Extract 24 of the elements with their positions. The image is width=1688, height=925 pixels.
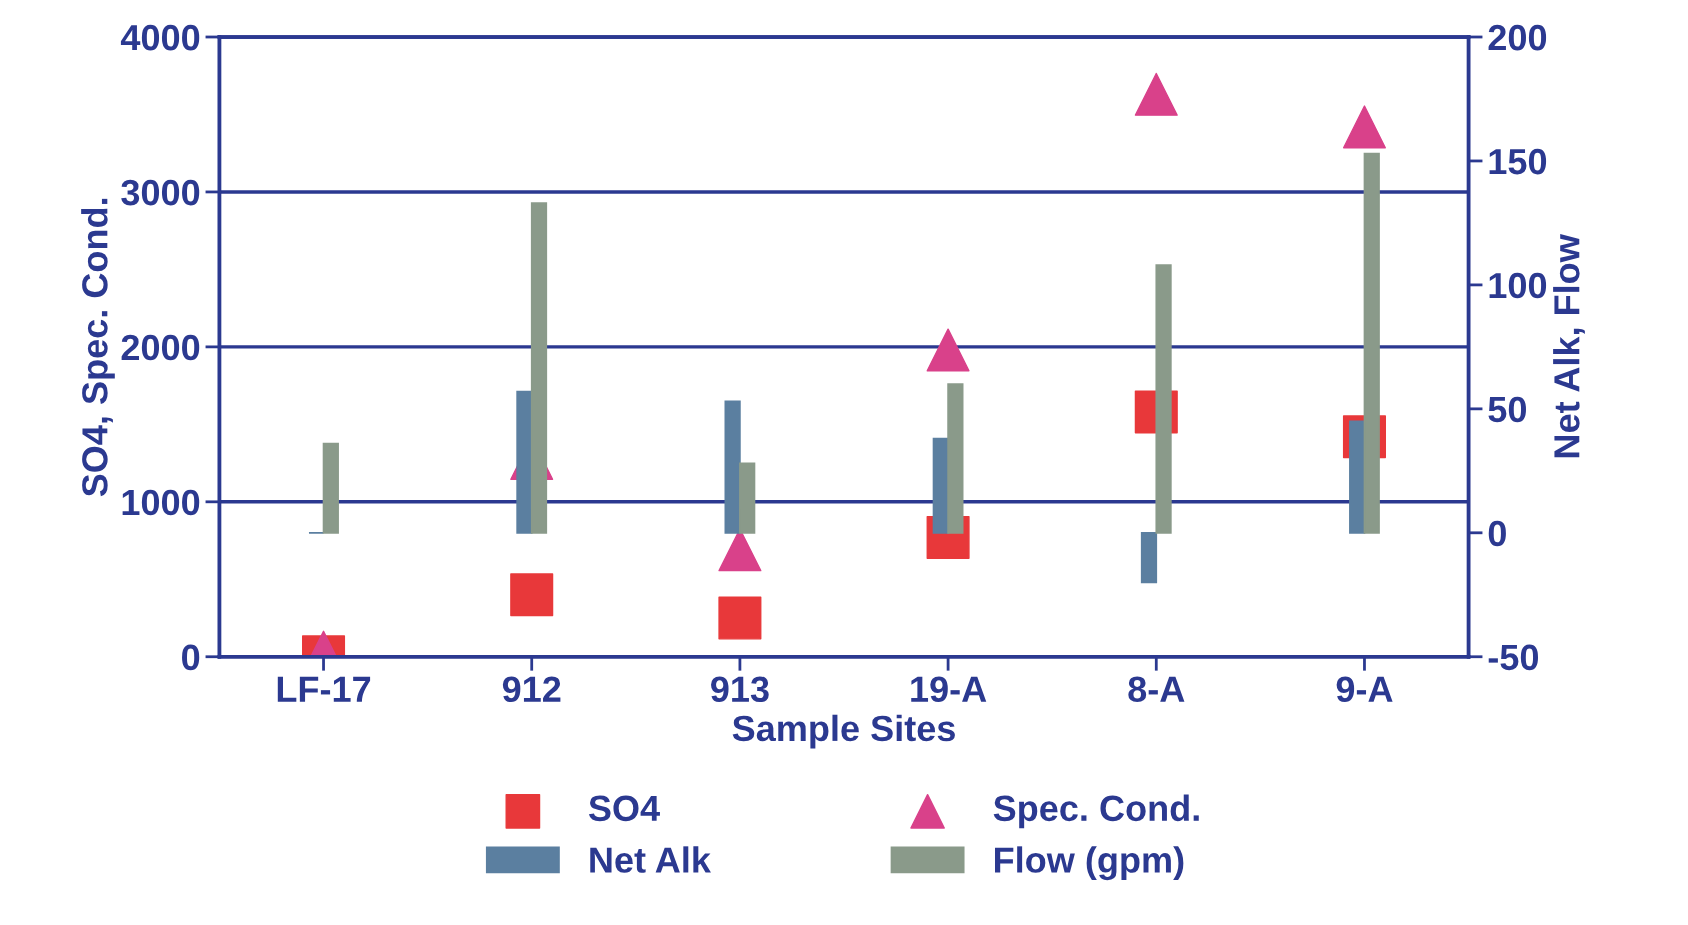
y2-axis-title: Net Alk, Flow	[1553, 234, 1585, 458]
x-tick-label: 8-A	[1128, 676, 1185, 703]
legend-label: SO4	[588, 795, 660, 822]
legend-label: Net Alk	[590, 846, 711, 873]
y-axis-title: SO4, Spec. Cond.	[81, 198, 115, 497]
x-tick-label: 19-A	[911, 676, 987, 703]
x-tick-label: 9-A	[1336, 676, 1393, 703]
y2-tick-label: 200	[1488, 24, 1547, 51]
legend-label: Flow (gpm)	[995, 846, 1184, 881]
y2-tick-label: 50	[1488, 396, 1526, 423]
y-tick-label: 2000	[121, 334, 200, 361]
legend-label: Spec. Cond.	[993, 794, 1199, 829]
x-tick-label: LF-17	[277, 676, 371, 702]
x-tick-label: 912	[502, 676, 561, 703]
x-axis-title: Sample Sites	[732, 714, 955, 749]
y-tick-label: 4000	[120, 24, 200, 51]
y2-tick-label: 100	[1489, 272, 1547, 299]
y-tick-label: 1000	[122, 489, 200, 516]
y-tick-label: 3000	[121, 179, 200, 206]
y2-tick-label: 0	[1488, 520, 1506, 547]
y2-tick-label: 150	[1489, 148, 1547, 175]
x-tick-label: 913	[711, 676, 769, 703]
y-tick-label: 0	[182, 644, 200, 671]
y2-tick-label: -50	[1488, 644, 1539, 671]
